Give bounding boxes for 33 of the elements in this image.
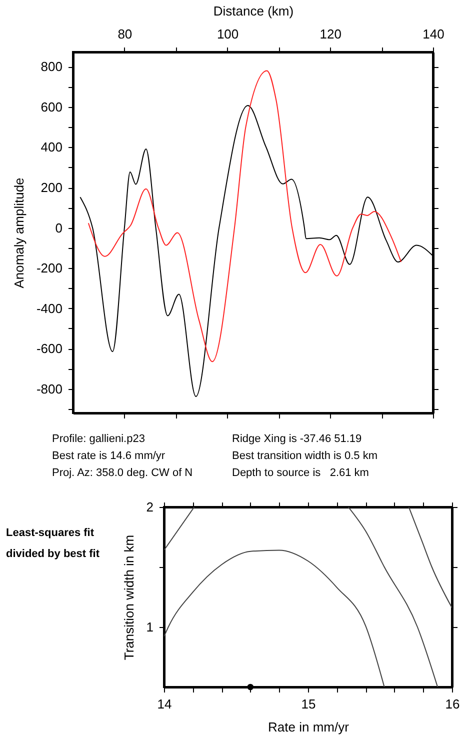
line-series: [88, 70, 402, 362]
text: Ridge Xing is -37.46 51.19: [232, 433, 363, 445]
text: Best rate is 14.6 mm/yr: [52, 450, 166, 462]
text: Least-squares fit divided by best fit: [6, 526, 101, 562]
line-series: [408, 507, 452, 608]
y-tick-label: -200: [36, 260, 62, 276]
x-axis-title: Distance (km): [213, 4, 294, 18]
y-axis-title: Transition width in km: [121, 534, 136, 660]
text: Proj. Az: 358.0 deg. CW of N: [52, 467, 194, 479]
x-tick-label: 15: [301, 696, 316, 712]
y-tick-label: 800: [40, 59, 62, 74]
x-tick-label: 16: [445, 696, 460, 712]
y-tick-label: 400: [40, 140, 62, 155]
y-tick-label: 0: [55, 220, 62, 236]
x-tick-label: 120: [320, 26, 342, 42]
text: Profile: gallieni.p23: [52, 433, 146, 445]
x-tick-label: 80: [118, 26, 132, 42]
y-tick-label: -400: [36, 300, 62, 316]
x-tick-label: 14: [157, 696, 172, 712]
y-tick-label: -800: [36, 381, 62, 396]
text: Depth to source is 2.61 km: [232, 467, 370, 479]
y-axis-title: Anomaly amplitude: [11, 178, 26, 288]
y-tick-label: 600: [40, 99, 62, 114]
text: Best transition width is 0.5 km: [232, 450, 379, 462]
y-tick-label: 2: [146, 500, 154, 514]
line-series: [164, 550, 385, 687]
y-tick-label: 200: [40, 180, 62, 195]
x-tick-label: 100: [216, 26, 239, 42]
x-tick-label: 140: [422, 26, 444, 42]
line-series: [348, 507, 438, 687]
y-tick-label: 1: [146, 620, 154, 634]
x-axis-title: Rate in mm/yr: [268, 720, 350, 734]
y-tick-label: -600: [36, 341, 62, 356]
